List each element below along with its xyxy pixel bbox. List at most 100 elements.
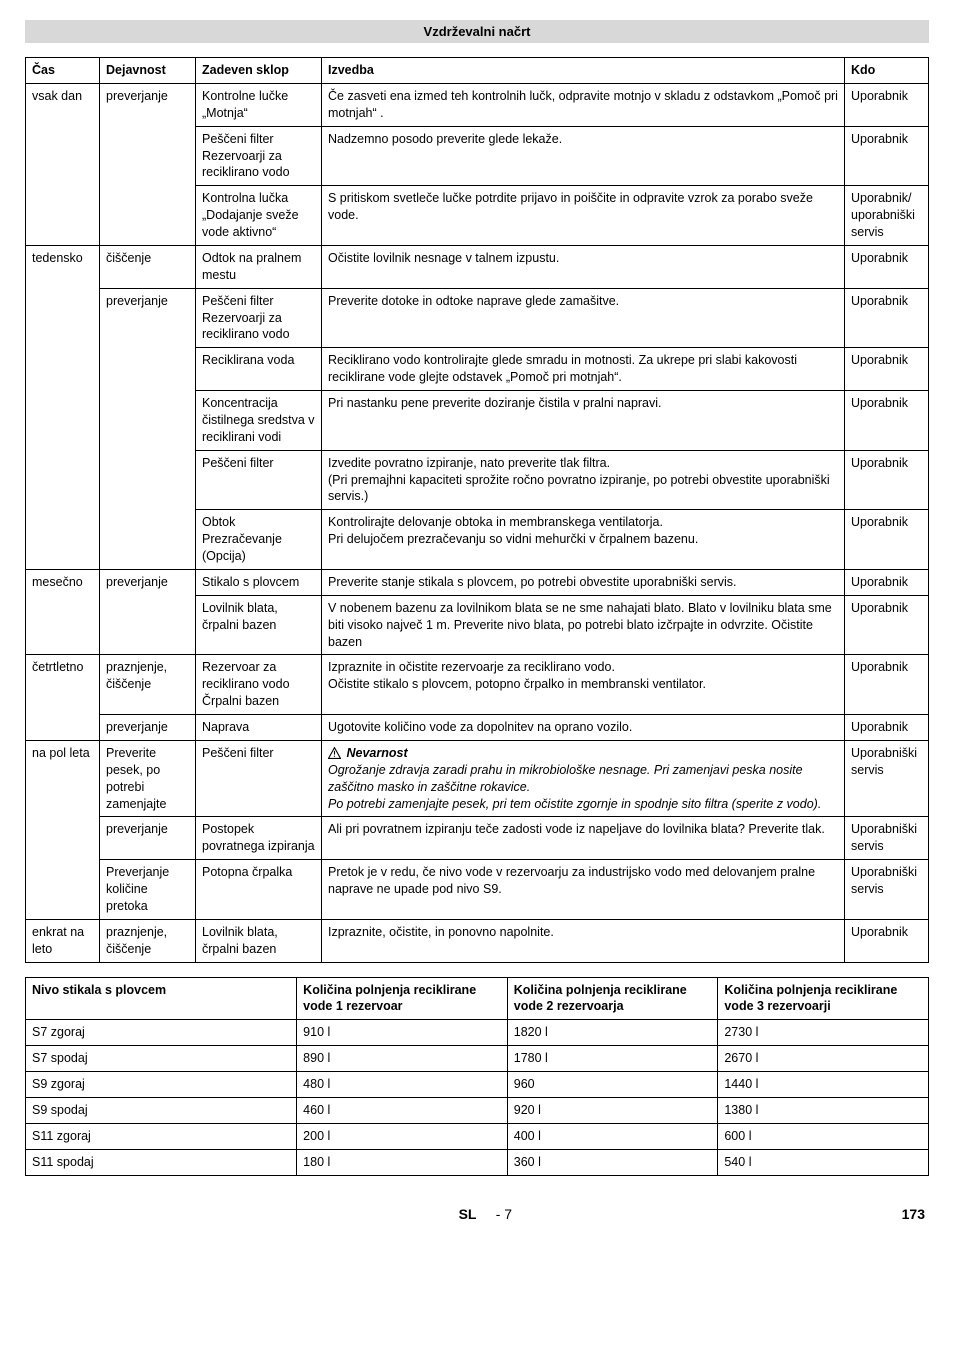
cell-dej: čiščenje — [100, 245, 196, 288]
cell-izv: Ali pri povratnem izpiranju teče zadosti… — [322, 817, 845, 860]
cell-izv: Reciklirano vodo kontrolirajte glede smr… — [322, 348, 845, 391]
cell-kdo: Uporabnik — [845, 569, 929, 595]
cell-level: S11 zgoraj — [26, 1123, 297, 1149]
th-sklop: Zadeven sklop — [196, 58, 322, 84]
th-kdo: Kdo — [845, 58, 929, 84]
cell-qty: 890 l — [297, 1046, 508, 1072]
table-row: S9 zgoraj480 l9601440 l — [26, 1072, 929, 1098]
cell-kdo: Uporabnik — [845, 126, 929, 186]
cell-sklop: Rezervoar za reciklirano vodoČrpalni baz… — [196, 655, 322, 715]
th-q1: Količina polnjenja reciklirane vode 1 re… — [297, 977, 508, 1020]
cell-izv: Izpraznite, očistite, in ponovno napolni… — [322, 919, 845, 962]
page-footer: SL - 7 173 — [25, 1206, 929, 1222]
footer-section-num: - 7 — [496, 1206, 512, 1222]
cell-izv: Izvedite povratno izpiranje, nato prever… — [322, 450, 845, 510]
cell-dej: preverjanje — [100, 817, 196, 860]
table-row: enkrat na letopraznjenje, čiščenjeLoviln… — [26, 919, 929, 962]
cell-cas: vsak dan — [26, 83, 100, 245]
cell-sklop: Peščeni filter — [196, 740, 322, 817]
cell-sklop: Postopek povratnega izpiranja — [196, 817, 322, 860]
cell-izv: V nobenem bazenu za lovilnikom blata se … — [322, 595, 845, 655]
th-q3: Količina polnjenja reciklirane vode 3 re… — [718, 977, 929, 1020]
cell-dej: preverjanje — [100, 288, 196, 569]
cell-kdo: Uporabnik — [845, 288, 929, 348]
cell-kdo: Uporabnik — [845, 348, 929, 391]
cell-kdo: Uporabniški servis — [845, 860, 929, 920]
cell-izv: Če zasveti ena izmed teh kontrolnih lučk… — [322, 83, 845, 126]
cell-qty: 2730 l — [718, 1020, 929, 1046]
cell-dej: preverjanje — [100, 715, 196, 741]
cell-sklop: ObtokPrezračevanje (Opcija) — [196, 510, 322, 570]
cell-sklop: Koncentracija čistilnega sredstva v reci… — [196, 391, 322, 451]
maintenance-table: Čas Dejavnost Zadeven sklop Izvedba Kdo … — [25, 57, 929, 963]
table-row: tedenskočiščenjeOdtok na pralnem mestuOč… — [26, 245, 929, 288]
cell-kdo: Uporabnik — [845, 510, 929, 570]
footer-lang: SL — [459, 1206, 477, 1222]
cell-qty: 480 l — [297, 1072, 508, 1098]
table-row: S9 spodaj460 l920 l1380 l — [26, 1097, 929, 1123]
table-row: preverjanjePeščeni filterRezervoarji za … — [26, 288, 929, 348]
cell-qty: 1780 l — [507, 1046, 718, 1072]
cell-kdo: Uporabniški servis — [845, 740, 929, 817]
cell-cas: enkrat na leto — [26, 919, 100, 962]
cell-kdo: Uporabnik — [845, 450, 929, 510]
table-row: vsak danpreverjanjeKontrolne lučke „Motn… — [26, 83, 929, 126]
cell-izv: Pretok je v redu, če nivo vode v rezervo… — [322, 860, 845, 920]
cell-dej: Preverjanje količine pretoka — [100, 860, 196, 920]
cell-qty: 910 l — [297, 1020, 508, 1046]
section-title-banner: Vzdrževalni načrt — [25, 20, 929, 43]
table-row: S11 spodaj180 l360 l540 l — [26, 1149, 929, 1175]
cell-kdo: Uporabnik — [845, 83, 929, 126]
cell-qty: 2670 l — [718, 1046, 929, 1072]
cell-level: S7 zgoraj — [26, 1020, 297, 1046]
cell-dej: preverjanje — [100, 83, 196, 245]
cell-qty: 1380 l — [718, 1097, 929, 1123]
cell-kdo: Uporabniški servis — [845, 817, 929, 860]
th-izv: Izvedba — [322, 58, 845, 84]
cell-izv: Preverite dotoke in odtoke naprave glede… — [322, 288, 845, 348]
table-row: preverjanjeNapravaUgotovite količino vod… — [26, 715, 929, 741]
cell-sklop: Potopna črpalka — [196, 860, 322, 920]
cell-kdo: Uporabnik — [845, 655, 929, 715]
cell-kdo: Uporabnik — [845, 391, 929, 451]
cell-cas: na pol leta — [26, 740, 100, 919]
cell-level: S9 zgoraj — [26, 1072, 297, 1098]
table-row: S11 zgoraj200 l400 l600 l — [26, 1123, 929, 1149]
table-row: preverjanjePostopek povratnega izpiranja… — [26, 817, 929, 860]
cell-izv: Izpraznite in očistite rezervoarje za re… — [322, 655, 845, 715]
table-header-row: Nivo stikala s plovcem Količina polnjenj… — [26, 977, 929, 1020]
cell-qty: 540 l — [718, 1149, 929, 1175]
cell-izv: Ugotovite količino vode za dopolnitev na… — [322, 715, 845, 741]
cell-izv: Kontrolirajte delovanje obtoka in membra… — [322, 510, 845, 570]
cell-qty: 400 l — [507, 1123, 718, 1149]
cell-izv: S pritiskom svetleče lučke potrdite prij… — [322, 186, 845, 246]
cell-kdo: Uporabnik/uporabniški servis — [845, 186, 929, 246]
cell-qty: 1440 l — [718, 1072, 929, 1098]
cell-izv: Nadzemno posodo preverite glede lekaže. — [322, 126, 845, 186]
cell-cas: mesečno — [26, 569, 100, 655]
cell-izv: Preverite stanje stikala s plovcem, po p… — [322, 569, 845, 595]
cell-qty: 920 l — [507, 1097, 718, 1123]
th-level: Nivo stikala s plovcem — [26, 977, 297, 1020]
cell-dej: praznjenje, čiščenje — [100, 655, 196, 715]
float-switch-table: Nivo stikala s plovcem Količina polnjenj… — [25, 977, 929, 1176]
cell-level: S9 spodaj — [26, 1097, 297, 1123]
cell-level: S7 spodaj — [26, 1046, 297, 1072]
th-cas: Čas — [26, 58, 100, 84]
cell-sklop: Naprava — [196, 715, 322, 741]
table-row: S7 spodaj890 l1780 l2670 l — [26, 1046, 929, 1072]
cell-qty: 360 l — [507, 1149, 718, 1175]
cell-sklop: Peščeni filter — [196, 450, 322, 510]
cell-dej: Preverite pesek, po potrebi zamenjajte — [100, 740, 196, 817]
table-row: mesečnopreverjanjeStikalo s plovcemPreve… — [26, 569, 929, 595]
cell-cas: tedensko — [26, 245, 100, 569]
footer-page-num: 173 — [902, 1206, 925, 1222]
cell-sklop: Lovilnik blata, črpalni bazen — [196, 919, 322, 962]
cell-izv: NevarnostOgrožanje zdravja zaradi prahu … — [322, 740, 845, 817]
cell-izv: Pri nastanku pene preverite doziranje či… — [322, 391, 845, 451]
cell-sklop: Reciklirana voda — [196, 348, 322, 391]
cell-kdo: Uporabnik — [845, 919, 929, 962]
table-row: četrtletnopraznjenje, čiščenjeRezervoar … — [26, 655, 929, 715]
cell-cas: četrtletno — [26, 655, 100, 741]
cell-qty: 600 l — [718, 1123, 929, 1149]
